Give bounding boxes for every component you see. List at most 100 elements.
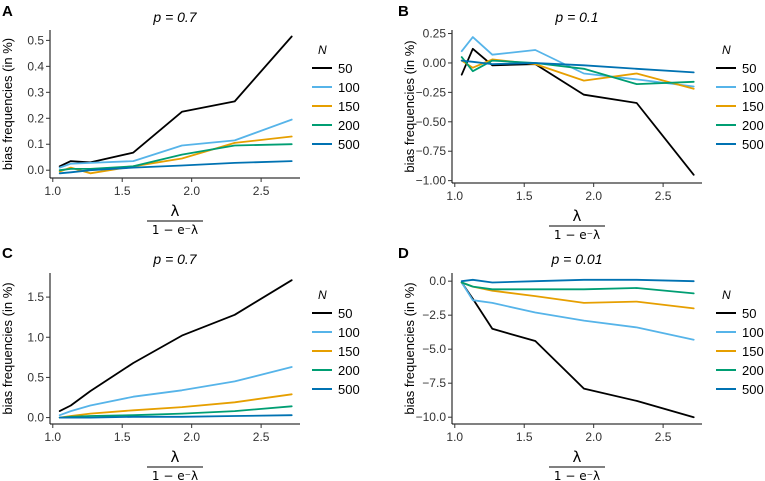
- y-tick-label: −7.5: [422, 376, 446, 390]
- x-axis-label-denominator: 1 − e⁻λ: [554, 469, 600, 481]
- legend: N 50 100 150 200 500: [312, 43, 360, 152]
- legend-label-n150: 150: [742, 344, 764, 359]
- series-line-n200: [460, 281, 695, 295]
- legend-label-n50: 50: [742, 306, 756, 321]
- legend-label-n500: 500: [338, 382, 360, 397]
- x-tick-label: 1.0: [44, 184, 61, 198]
- x-axis-label-denominator: 1 − e⁻λ: [554, 228, 600, 242]
- y-axis-label: bias frequencies (in %): [402, 40, 417, 172]
- legend-label-n200: 200: [742, 118, 764, 133]
- y-tick-label: −2.5: [422, 308, 446, 322]
- y-axis-label: bias frequencies (in %): [0, 38, 15, 170]
- legend-label-n500: 500: [742, 137, 764, 152]
- y-tick-label: 0.0: [27, 163, 44, 177]
- legend-title: N: [722, 288, 731, 302]
- x-tick-label: 1.5: [516, 189, 533, 203]
- series-line-n500: [460, 278, 695, 284]
- y-tick-label: 1.0: [27, 330, 44, 344]
- y-tick-label: 0.1: [27, 137, 44, 151]
- legend: N 50 100 150 200 500: [312, 288, 360, 397]
- y-tick-label: −0.50: [416, 115, 447, 129]
- y-tick-label: 0.0: [429, 274, 446, 288]
- legend-label-n100: 100: [742, 325, 764, 340]
- legend-label-n50: 50: [338, 306, 352, 321]
- x-tick-label: 1.5: [114, 184, 131, 198]
- series-line-n150: [460, 58, 695, 90]
- x-axis-label-denominator: 1 − e⁻λ: [152, 223, 198, 237]
- series-line-n50: [58, 279, 293, 413]
- x-axis-label-denominator: 1 − e⁻λ: [152, 469, 198, 481]
- y-tick-label: 0.5: [27, 33, 44, 47]
- legend-label-n100: 100: [338, 80, 360, 95]
- legend-label-n150: 150: [338, 344, 360, 359]
- panel-title: p = 0.01: [551, 251, 603, 267]
- legend-label-n200: 200: [742, 363, 764, 378]
- series-line-n200: [58, 143, 293, 172]
- series-line-n500: [58, 160, 293, 175]
- y-tick-label: 0.5: [27, 370, 44, 384]
- y-tick-label: −1.00: [416, 174, 447, 188]
- y-axis-label: bias frequencies (in %): [0, 282, 15, 414]
- panel-title: p = 0.1: [554, 9, 598, 25]
- panel-letter: C: [2, 245, 13, 262]
- legend-label-n150: 150: [742, 99, 764, 114]
- x-tick-label: 1.0: [44, 430, 61, 444]
- y-tick-label: 0.00: [423, 56, 447, 70]
- legend-title: N: [318, 288, 327, 302]
- legend-title: N: [318, 43, 327, 57]
- legend-label-n500: 500: [338, 137, 360, 152]
- y-tick-label: −0.25: [416, 85, 447, 99]
- panel-letter: A: [2, 3, 13, 20]
- legend-label-n100: 100: [338, 325, 360, 340]
- legend-label-n150: 150: [338, 99, 360, 114]
- y-axis-label: bias frequencies (in %): [402, 282, 417, 414]
- legend-label-n100: 100: [742, 80, 764, 95]
- x-tick-label: 2.0: [585, 189, 602, 203]
- series-line-n100: [460, 36, 695, 88]
- legend-label-n200: 200: [338, 363, 360, 378]
- series-line-n500: [460, 59, 695, 74]
- y-tick-label: 0.4: [27, 59, 44, 73]
- y-tick-label: −5.0: [422, 342, 446, 356]
- legend: N 50 100 150 200 500: [716, 43, 764, 152]
- y-tick-label: 0.25: [423, 27, 447, 41]
- series-line-n100: [460, 281, 695, 341]
- x-tick-label: 2.0: [183, 430, 200, 444]
- y-tick-label: 0.2: [27, 111, 44, 125]
- y-tick-label: 0.0: [27, 411, 44, 425]
- x-tick-label: 2.5: [253, 184, 270, 198]
- x-tick-label: 2.5: [253, 430, 270, 444]
- series-line-n100: [58, 118, 293, 169]
- x-tick-label: 1.0: [446, 189, 463, 203]
- panel-title: p = 0.7: [152, 9, 197, 25]
- legend-label-n200: 200: [338, 118, 360, 133]
- x-axis-label-numerator: λ: [573, 207, 582, 225]
- x-tick-label: 2.0: [585, 430, 602, 444]
- legend-label-n500: 500: [742, 382, 764, 397]
- x-tick-label: 1.5: [114, 430, 131, 444]
- x-tick-label: 2.0: [183, 184, 200, 198]
- y-tick-label: 0.3: [27, 85, 44, 99]
- x-axis-label-numerator: λ: [573, 448, 582, 466]
- panel-letter: B: [398, 3, 409, 20]
- legend: N 50 100 150 200 500: [716, 288, 764, 397]
- y-tick-label: −0.75: [416, 144, 447, 158]
- series-line-n500: [58, 414, 293, 419]
- x-tick-label: 2.5: [655, 189, 672, 203]
- y-tick-label: −10.0: [416, 410, 447, 424]
- x-axis-label-numerator: λ: [171, 448, 180, 466]
- x-axis-label-numerator: λ: [171, 202, 180, 220]
- legend-title: N: [722, 43, 731, 57]
- series-line-n100: [58, 366, 293, 417]
- panel-title: p = 0.7: [152, 251, 197, 267]
- x-tick-label: 1.0: [446, 430, 463, 444]
- series-line-n50: [58, 35, 293, 168]
- y-tick-label: 1.5: [27, 290, 44, 304]
- panel-letter: D: [398, 245, 409, 262]
- legend-label-n50: 50: [338, 61, 352, 76]
